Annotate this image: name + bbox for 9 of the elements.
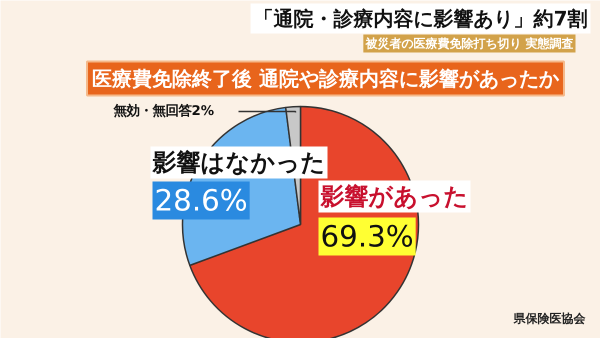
text: 医療費免除終了後 通院や診療内容に影響があったか	[92, 66, 560, 90]
slice-label: 影響はなかった	[152, 148, 326, 176]
data-label: 28.6%	[154, 184, 248, 218]
slice-label: 影響があった	[320, 182, 468, 210]
data-label: 69.3%	[320, 220, 414, 254]
text: 県保険医協会	[512, 312, 586, 326]
chart-subtitle: 被災者の医療費免除打ち切り 実態調査	[364, 36, 574, 50]
legend-label: 無効・無回答2%	[112, 103, 214, 119]
chart-title: 「通院・診療内容に影響あり」約7割	[254, 6, 588, 30]
